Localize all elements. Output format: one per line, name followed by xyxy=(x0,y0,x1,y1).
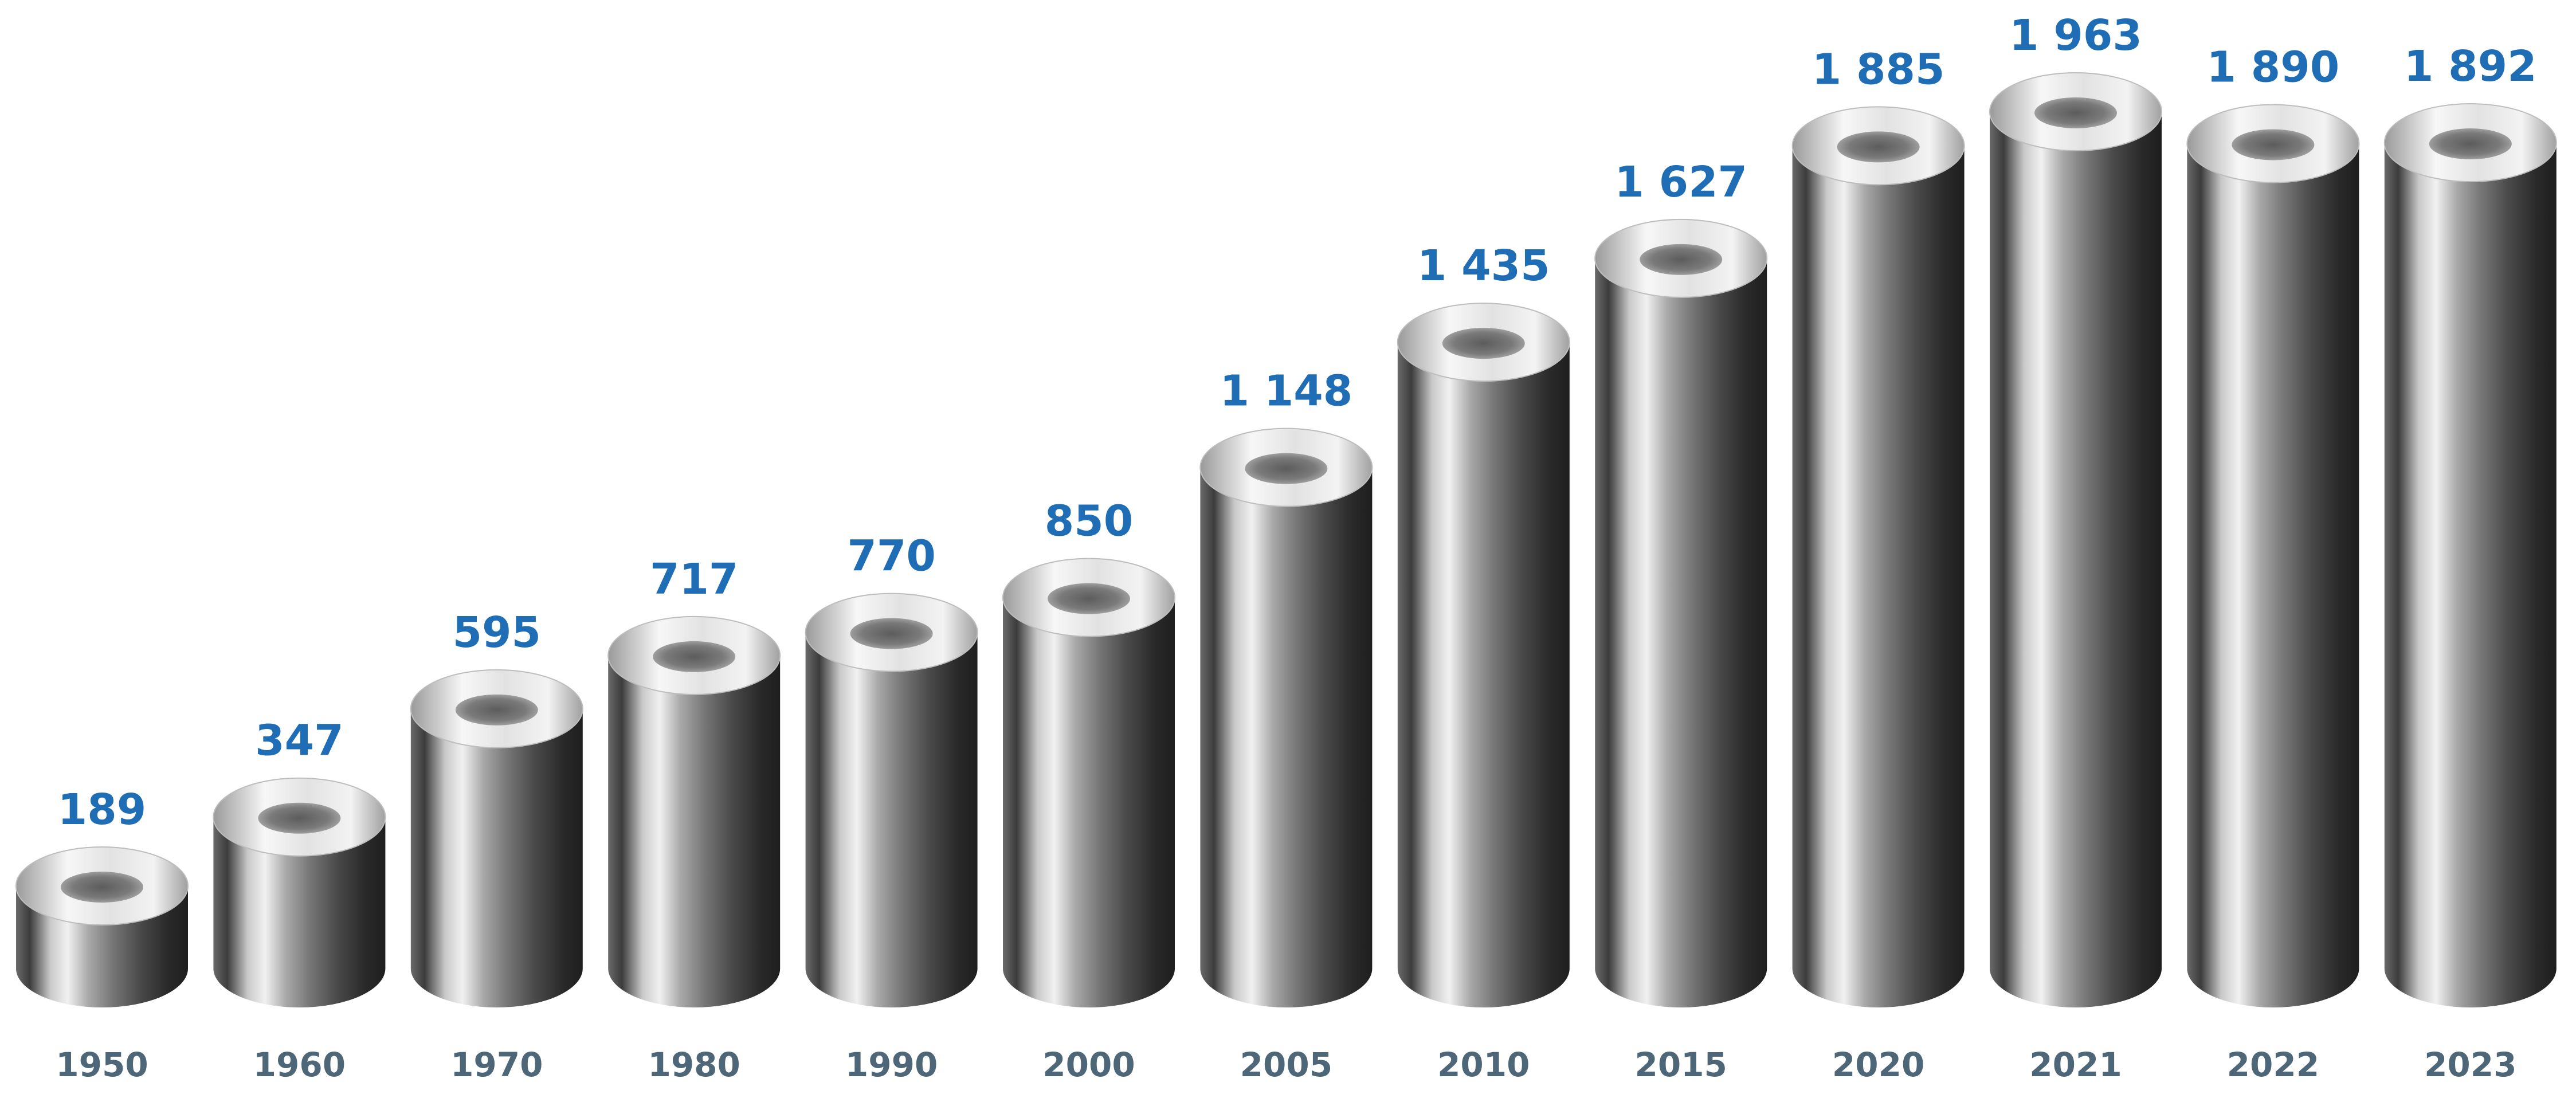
bar-body xyxy=(213,817,386,1007)
bar-hole xyxy=(1837,131,1920,163)
year-label: 2022 xyxy=(2227,1045,2319,1084)
year-label: 1970 xyxy=(450,1045,543,1084)
bar-hole xyxy=(2034,97,2117,128)
year-label: 1980 xyxy=(648,1045,740,1084)
bar-body xyxy=(410,708,583,1007)
bar-body xyxy=(1200,467,1373,1007)
bar-2022 xyxy=(2186,104,2360,1007)
value-label: 595 xyxy=(453,608,541,657)
bar-hole xyxy=(258,802,341,834)
year-label: 1990 xyxy=(845,1045,938,1084)
bar-hole xyxy=(1442,328,1525,359)
value-label: 1 627 xyxy=(1614,158,1747,207)
value-label: 717 xyxy=(650,555,738,604)
bar-body xyxy=(2187,143,2359,1007)
value-label: 850 xyxy=(1045,497,1133,546)
bar-1960 xyxy=(213,777,386,1007)
year-label: 2000 xyxy=(1042,1045,1135,1084)
bar-1970 xyxy=(410,669,583,1007)
bar-2000 xyxy=(1002,558,1175,1007)
bar-hole xyxy=(61,872,143,903)
bar-hole xyxy=(1048,583,1130,614)
value-label: 1 148 xyxy=(1220,367,1353,416)
year-label: 2020 xyxy=(1832,1045,1924,1084)
bar-body xyxy=(805,632,978,1007)
bar-hole xyxy=(1640,244,1723,275)
value-label: 347 xyxy=(255,716,343,766)
bar-hole xyxy=(653,641,736,672)
bar-body xyxy=(1397,342,1570,1007)
value-label: 1 892 xyxy=(2404,42,2537,91)
bar-hole xyxy=(1245,453,1328,484)
year-label-group: 1950 1960 1970 1980 1990 2000 2005 2010 2015 2020… xyxy=(56,1045,2516,1084)
bar-2015 xyxy=(1594,218,1768,1007)
bar-body xyxy=(2384,143,2557,1008)
bar-2005 xyxy=(1199,428,1373,1007)
year-label: 2010 xyxy=(1437,1045,1530,1084)
value-label: 1 890 xyxy=(2207,43,2340,92)
year-label: 2023 xyxy=(2424,1045,2516,1084)
bar-body xyxy=(1990,111,2162,1007)
bar-2010 xyxy=(1397,303,1570,1007)
year-label: 2005 xyxy=(1240,1045,1332,1084)
value-label: 189 xyxy=(58,785,146,834)
bar-body xyxy=(1003,597,1175,1007)
bar-hole xyxy=(2429,128,2512,160)
value-label: 1 963 xyxy=(2009,11,2142,60)
bar-1990 xyxy=(805,593,978,1007)
bar-body xyxy=(1595,258,1767,1007)
bar-1950 xyxy=(15,846,189,1007)
value-label: 1 885 xyxy=(1812,45,1945,94)
year-label: 2015 xyxy=(1634,1045,1727,1084)
year-label: 2021 xyxy=(2029,1045,2122,1084)
value-label: 1 435 xyxy=(1417,241,1550,291)
bar-1980 xyxy=(607,615,781,1007)
value-label-group: 189 347 595 717 770 850 1 148 1 435 1 627 1 885 1 … xyxy=(58,11,2537,834)
bar-body xyxy=(608,655,781,1007)
bar-body xyxy=(1792,146,1965,1007)
bar-hole xyxy=(455,694,538,725)
bar-hole xyxy=(850,618,933,649)
bar-2020 xyxy=(1791,106,1965,1007)
value-label: 770 xyxy=(847,532,935,581)
bar-2023 xyxy=(2383,103,2557,1008)
year-label: 1950 xyxy=(56,1045,148,1084)
year-label: 1960 xyxy=(253,1045,346,1084)
bar-group xyxy=(15,72,2557,1008)
bar-2021 xyxy=(1989,72,2162,1007)
bar-hole xyxy=(2232,129,2315,160)
